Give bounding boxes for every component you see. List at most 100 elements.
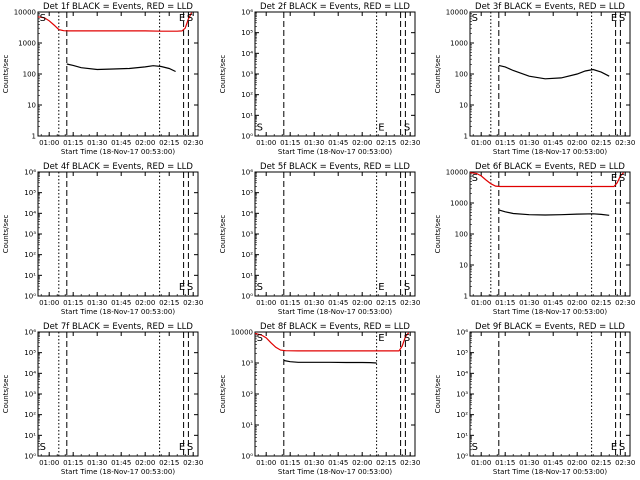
x-tick-label: 01:30 xyxy=(87,299,107,307)
x-tick-label: 01:30 xyxy=(304,459,324,467)
events-series-line xyxy=(283,359,377,364)
x-tick-label: 01:00 xyxy=(39,459,59,467)
segment-marker-label: E xyxy=(179,442,185,453)
chart-panel-3: Det 3f BLACK = Events, RED = LLD 01:00 01:… xyxy=(434,2,635,156)
x-tick-label: 01:00 xyxy=(471,139,491,147)
segment-marker-label: S xyxy=(472,13,478,24)
x-tick-label: 02:00 xyxy=(567,459,587,467)
y-tick-label: 10⁰ xyxy=(241,133,253,141)
segment-marker-label: E xyxy=(611,442,617,453)
y-tick-label: 100 xyxy=(455,71,468,79)
chart-panel-7: Det 7f BLACK = Events, RED = LLD 01:00 01:… xyxy=(2,322,203,476)
y-tick-label: 10⁰ xyxy=(241,293,253,301)
x-tick-label: 01:15 xyxy=(63,299,83,307)
x-tick-label: 02:00 xyxy=(135,459,155,467)
y-tick-label: 10¹ xyxy=(241,112,253,120)
x-tick-label: 02:30 xyxy=(183,299,203,307)
segment-marker-label: S xyxy=(619,173,625,184)
plot-frame xyxy=(469,331,631,457)
x-axis-label: Start Time (18-Nov-17 00:53:00) xyxy=(493,468,607,476)
panel-title: Det 6f BLACK = Events, RED = LLD xyxy=(475,162,625,172)
x-tick-label: 01:00 xyxy=(256,459,276,467)
x-tick-label: 01:15 xyxy=(63,139,83,147)
chart-panel-6: Det 6f BLACK = Events, RED = LLD 01:00 01:… xyxy=(434,162,635,316)
x-tick-label: 01:30 xyxy=(87,459,107,467)
segment-marker-label: S xyxy=(257,282,263,293)
y-axis-label: Counts/sec xyxy=(2,375,10,414)
x-tick-label: 02:30 xyxy=(400,139,420,147)
x-tick-label: 01:45 xyxy=(543,459,563,467)
x-axis-label: Start Time (18-Nov-17 00:53:00) xyxy=(278,308,392,316)
x-tick-label: 02:30 xyxy=(400,459,420,467)
y-tick-label: 1000 xyxy=(450,200,468,208)
y-tick-label: 10⁶ xyxy=(24,329,36,337)
panel-title: Det 9f BLACK = Events, RED = LLD xyxy=(475,322,625,332)
x-tick-label: 02:15 xyxy=(376,459,396,467)
chart-panel-5: Det 5f BLACK = Events, RED = LLD 01:00 01:… xyxy=(219,162,420,316)
segment-marker-label: E xyxy=(179,13,185,24)
x-axis-label: Start Time (18-Nov-17 00:53:00) xyxy=(61,308,175,316)
y-tick-label: 10³ xyxy=(241,231,253,239)
x-tick-label: 01:15 xyxy=(495,299,515,307)
chart-panel-8: Det 8f BLACK = Events, RED = LLD 01:00 01:… xyxy=(219,322,420,476)
x-tick-label: 01:15 xyxy=(63,459,83,467)
x-tick-label: 02:30 xyxy=(615,139,635,147)
y-axis-label: Counts/sec xyxy=(434,215,442,254)
segment-marker-label: E xyxy=(378,123,384,134)
y-tick-label: 10¹ xyxy=(24,272,36,280)
plot-frame xyxy=(469,171,631,297)
segment-marker-label: S xyxy=(404,282,410,293)
segment-marker-label: S xyxy=(257,123,263,134)
segment-marker-label: S xyxy=(404,123,410,134)
x-tick-label: 02:15 xyxy=(159,139,179,147)
plot-frame xyxy=(254,171,416,297)
panel-title: Det 2f BLACK = Events, RED = LLD xyxy=(260,2,410,12)
y-axis-label: Counts/sec xyxy=(434,55,442,94)
segment-marker-label: S xyxy=(257,333,263,344)
x-tick-label: 02:30 xyxy=(400,299,420,307)
y-tick-label: 10² xyxy=(24,251,36,259)
segment-marker-label: S xyxy=(40,442,46,453)
chart-panel-4: Det 4f BLACK = Events, RED = LLD 01:00 01:… xyxy=(2,162,203,316)
y-tick-label: 10 xyxy=(459,102,468,110)
events-series-line xyxy=(498,209,610,216)
x-tick-label: 01:30 xyxy=(519,299,539,307)
y-tick-label: 10³ xyxy=(24,231,36,239)
x-axis-label: Start Time (18-Nov-17 00:53:00) xyxy=(493,148,607,156)
y-tick-label: 10⁴ xyxy=(24,370,36,378)
y-tick-label: 10⁰ xyxy=(24,293,36,301)
x-tick-label: 01:15 xyxy=(495,139,515,147)
plot-frame xyxy=(37,331,199,457)
x-tick-label: 01:45 xyxy=(111,459,131,467)
panel-title: Det 5f BLACK = Events, RED = LLD xyxy=(260,162,410,172)
lld-series-line xyxy=(469,172,625,188)
chart-panel-9: Det 9f BLACK = Events, RED = LLD 01:00 01:… xyxy=(434,322,635,476)
y-axis-label: Counts/sec xyxy=(219,375,227,414)
segment-marker-label: S xyxy=(40,13,46,24)
x-tick-label: 01:45 xyxy=(328,459,348,467)
lld-series-line xyxy=(254,332,410,352)
x-tick-label: 02:15 xyxy=(591,139,611,147)
y-tick-label: 10⁵ xyxy=(241,189,253,197)
x-tick-label: 01:45 xyxy=(111,139,131,147)
x-tick-label: 01:45 xyxy=(328,299,348,307)
x-tick-label: 01:30 xyxy=(519,139,539,147)
y-tick-label: 10⁰ xyxy=(456,453,468,461)
panel-title: Det 1f BLACK = Events, RED = LLD xyxy=(43,2,193,12)
y-tick-label: 10⁶ xyxy=(241,169,253,177)
segment-marker-label: E xyxy=(378,282,384,293)
x-tick-label: 01:45 xyxy=(111,299,131,307)
x-tick-label: 02:15 xyxy=(376,299,396,307)
x-axis-label: Start Time (18-Nov-17 00:53:00) xyxy=(278,468,392,476)
x-tick-label: 02:30 xyxy=(615,299,635,307)
y-tick-label: 1 xyxy=(464,133,468,141)
plot-frame xyxy=(254,11,416,137)
x-tick-label: 02:00 xyxy=(352,139,372,147)
y-axis-label: Counts/sec xyxy=(2,215,10,254)
x-axis-label: Start Time (18-Nov-17 00:53:00) xyxy=(61,148,175,156)
y-tick-label: 10³ xyxy=(241,360,253,368)
segment-marker-label: S xyxy=(187,282,193,293)
x-tick-label: 01:45 xyxy=(543,299,563,307)
x-tick-label: 01:15 xyxy=(280,139,300,147)
